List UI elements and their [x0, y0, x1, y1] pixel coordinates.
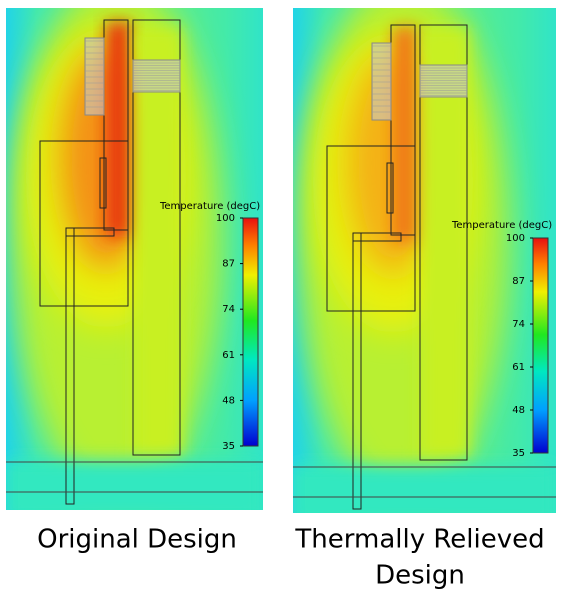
hatch — [132, 59, 181, 93]
caption: Design — [375, 561, 465, 591]
tick-label: 100 — [216, 213, 235, 224]
tick-label: 74 — [512, 319, 525, 330]
outline — [352, 232, 402, 242]
colorbar — [242, 217, 259, 447]
heatmap — [6, 8, 263, 510]
outline — [132, 19, 181, 456]
bottom-band — [293, 465, 556, 513]
tick-label: 87 — [222, 259, 235, 270]
tick-label: 61 — [512, 362, 525, 373]
caption: Thermally Relieved — [294, 525, 544, 555]
outline — [65, 227, 115, 237]
outline — [390, 24, 416, 236]
tick-label: 35 — [222, 441, 235, 452]
bottom-band — [6, 460, 263, 510]
hatch — [419, 64, 468, 98]
colorbar-title: Temperature (degC) — [159, 201, 260, 212]
hatch — [84, 37, 105, 116]
outline — [39, 140, 129, 307]
tick-label: 74 — [222, 304, 235, 315]
colorbar — [532, 237, 549, 454]
outline — [419, 24, 468, 461]
tick-label: 87 — [512, 276, 525, 287]
tick-label: 35 — [512, 448, 525, 459]
outline — [103, 19, 129, 231]
caption: Original Design — [37, 525, 237, 555]
outline — [99, 157, 107, 209]
strip — [421, 28, 469, 458]
outline — [326, 145, 416, 312]
strip — [134, 28, 182, 458]
tick-label: 48 — [512, 405, 525, 416]
heatmap — [293, 8, 556, 513]
tick-label: 48 — [222, 395, 235, 406]
tick-label: 61 — [222, 350, 235, 361]
colorbar-title: Temperature (degC) — [451, 220, 552, 231]
hatch — [371, 42, 392, 121]
tick-label: 100 — [506, 233, 525, 244]
outline — [386, 162, 394, 214]
